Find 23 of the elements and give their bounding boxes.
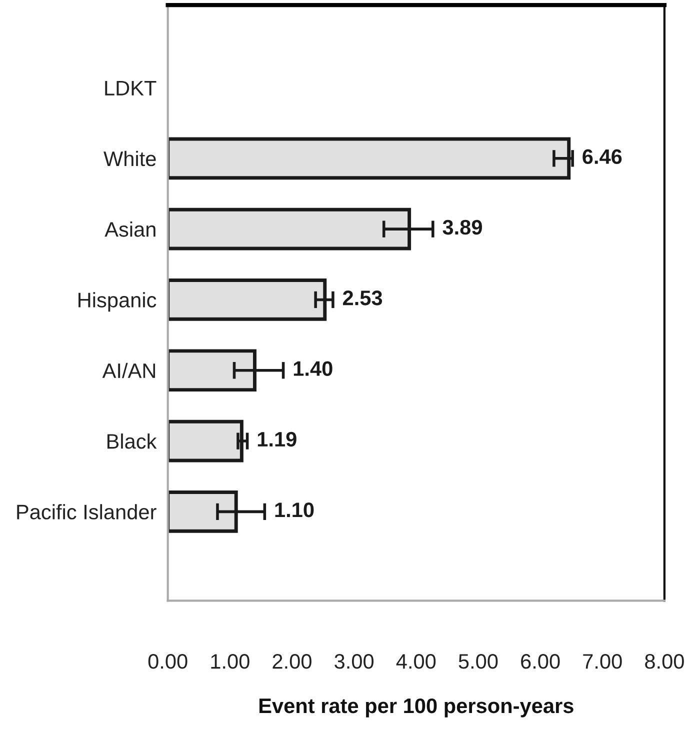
y-tick-label: White [104,150,156,166]
y-tick-label: LDKT [105,80,156,96]
x-tick-label: 7.00 [583,654,622,669]
y-tick-label: Hispanic [78,292,156,312]
data-label: 1.19 [258,432,296,447]
x-tick-label: 6.00 [521,654,560,669]
data-label: 2.53 [342,290,382,306]
x-tick-label: 3.00 [334,654,374,669]
x-tick-label: 8.00 [645,654,684,669]
x-tick-label: 5.00 [458,654,498,669]
y-tick-label: Asian [104,222,156,237]
x-tick-label: 4.00 [396,654,436,669]
y-tick-label: Pacific Islander [17,504,156,520]
y-tick-label: AI/AN [102,362,156,378]
data-label: 6.46 [582,149,622,164]
x-tick-label: 2.00 [272,654,312,669]
y-tick-label: Black [107,433,157,449]
x-tick-label: 1.00 [211,654,250,669]
x-axis-title: Event rate per 100 person-years [259,698,574,718]
data-label: 3.89 [442,220,482,235]
data-label: 1.40 [294,361,332,376]
x-tick-label: 0.00 [148,654,188,669]
data-label: 1.10 [275,502,314,518]
